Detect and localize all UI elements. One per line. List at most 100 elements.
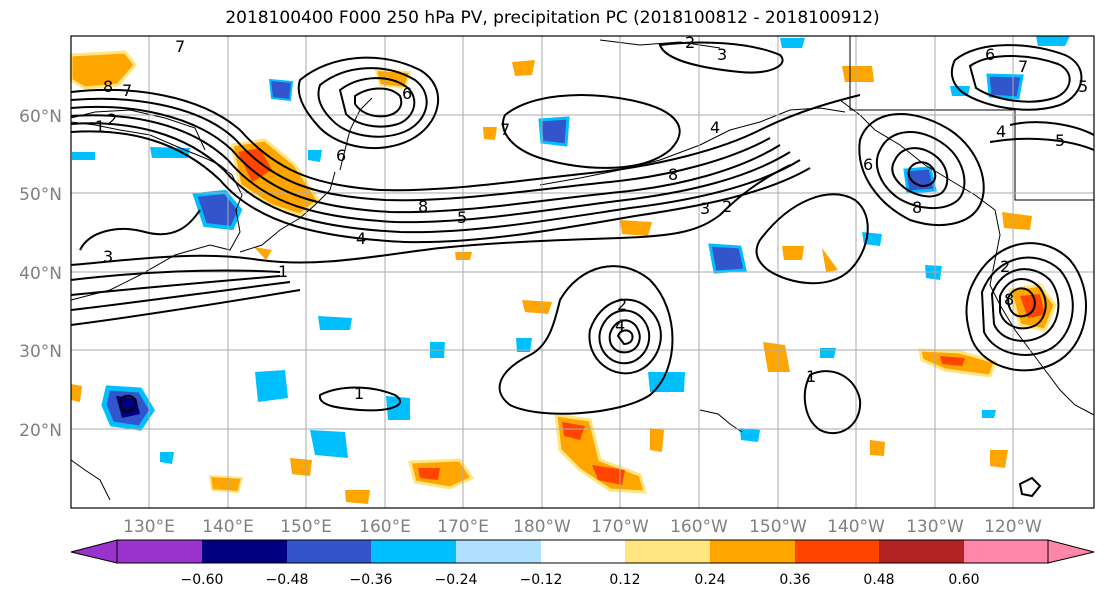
- lon-label-130W: 130°W: [906, 517, 964, 537]
- colorbar-tick-label: 0.36: [779, 572, 810, 588]
- precip-positive-region: [522, 300, 552, 314]
- pv-contour-line: [608, 319, 641, 354]
- precip-negative-region: [538, 116, 570, 147]
- pv-contour-line: [70, 281, 291, 311]
- precip-negative-region: [982, 410, 996, 418]
- contour-label: 8: [103, 77, 113, 96]
- colorbar-tick-label: −0.60: [181, 572, 224, 588]
- precip-positive-region: [782, 246, 804, 260]
- pv-contour-line: [999, 278, 1047, 330]
- precip-positive-region: [940, 356, 965, 366]
- contour-label: 5: [1055, 131, 1065, 150]
- precip-positive-region: [592, 465, 625, 485]
- pv-contour-line: [70, 164, 791, 266]
- pv-contours: [70, 41, 1095, 498]
- colorbar-tick-label: −0.36: [350, 572, 393, 588]
- precip-positive-region: [483, 127, 497, 140]
- contour-label: 3: [103, 247, 113, 266]
- contour-label: 7: [122, 81, 132, 100]
- pv-contour-line: [965, 242, 1087, 372]
- lon-label-180W: 180°W: [513, 517, 571, 537]
- precip-positive-region: [990, 450, 1008, 468]
- contour-label: 2: [722, 197, 732, 216]
- colorbar-tick-label: −0.48: [266, 572, 309, 588]
- precip-negative-region: [116, 396, 140, 418]
- precip-negative-region: [1036, 36, 1070, 46]
- pv-contour-line: [755, 193, 869, 285]
- precip-positive-region: [650, 428, 664, 452]
- pv-contour-line: [70, 130, 811, 244]
- lat-labels: 20°N 30°N 40°N 50°N 60°N: [19, 107, 62, 441]
- pv-contour-line: [616, 329, 634, 346]
- contour-label: 8: [1004, 290, 1014, 309]
- precip-negative-region: [255, 370, 288, 402]
- pv-contour-line: [990, 268, 1060, 342]
- pv-contour-line: [980, 256, 1074, 356]
- precip-negative-region: [986, 73, 1024, 100]
- colorbar-tick-label: 0.48: [863, 572, 894, 588]
- precip-negative-region: [268, 78, 294, 102]
- map-title: 2018100400 F000 250 hPa PV, precipitatio…: [225, 8, 880, 28]
- contour-label: 2: [107, 110, 117, 129]
- lon-label-130E: 130°E: [123, 517, 175, 537]
- precip-negative-region: [318, 316, 352, 330]
- contour-label: 1: [806, 367, 816, 386]
- colorbar-bin: [541, 540, 625, 563]
- pv-contour-line: [79, 209, 201, 251]
- pv-contour-line: [950, 44, 1083, 111]
- lon-label-150E: 150°E: [280, 517, 332, 537]
- contour-label: 6: [402, 84, 412, 103]
- pv-contour-line: [502, 94, 681, 169]
- pv-contour-line: [70, 275, 281, 296]
- contour-label: 8: [668, 165, 678, 184]
- pv-contour-line: [658, 41, 784, 74]
- colorbar-outline: [116, 539, 1049, 564]
- precip-positive-region: [1002, 212, 1032, 230]
- precip-positive-region: [620, 220, 652, 236]
- colorbar-bin: [117, 540, 202, 563]
- coastline-kamchatka: [339, 97, 373, 171]
- contour-label: 3: [700, 199, 710, 218]
- pv-contour-line: [588, 298, 662, 375]
- precip-positive-region: [345, 490, 370, 504]
- colorbar: −0.60 −0.48 −0.36 −0.24 −0.12 0.12 0.24 …: [70, 539, 1095, 588]
- contour-label: 2: [617, 295, 627, 314]
- precip-positive-region: [71, 384, 82, 402]
- colorbar-bin: [879, 540, 964, 563]
- contour-label: 2: [685, 33, 695, 52]
- precip-positive-region: [408, 458, 475, 490]
- contour-label: 4: [615, 316, 625, 335]
- lat-label-50N: 50°N: [19, 185, 62, 205]
- contour-label: 3: [717, 45, 727, 64]
- pv-contour-line: [968, 55, 1071, 103]
- precip-negative-region: [386, 396, 410, 420]
- lat-label-60N: 60°N: [19, 107, 62, 127]
- colorbar-bin: [625, 540, 710, 563]
- precip-negative-region: [150, 147, 190, 158]
- lon-label-170E: 170°E: [437, 517, 489, 537]
- pv-contour-line: [338, 77, 416, 128]
- colorbar-extend-high: [1047, 539, 1095, 564]
- precip-negative-region: [708, 243, 747, 274]
- contour-label: 1: [95, 117, 105, 136]
- contour-label: 6: [336, 146, 346, 165]
- pv-contour-line: [891, 147, 949, 198]
- colorbar-tick-label: −0.12: [520, 572, 563, 588]
- colorbar-bin: [371, 540, 456, 563]
- coastline-asia: [70, 121, 243, 301]
- precip-positive-region: [562, 422, 585, 440]
- pv-contour-line: [1006, 287, 1036, 318]
- contour-label: 4: [710, 118, 720, 137]
- pv-contour-line: [70, 88, 861, 192]
- colorbar-tick-label: 0.24: [694, 572, 725, 588]
- pv-contour-line: [1018, 476, 1042, 498]
- pv-contour-line: [118, 394, 138, 413]
- precip-positive-region: [842, 66, 874, 82]
- contour-label: 1: [278, 262, 288, 281]
- lon-label-150W: 150°W: [749, 517, 807, 537]
- coastline-asia-north: [70, 109, 206, 151]
- pv-contour-line: [858, 113, 985, 226]
- pv-contour-line: [317, 67, 428, 138]
- lat-label-30N: 30°N: [19, 342, 62, 362]
- lat-label-20N: 20°N: [19, 421, 62, 441]
